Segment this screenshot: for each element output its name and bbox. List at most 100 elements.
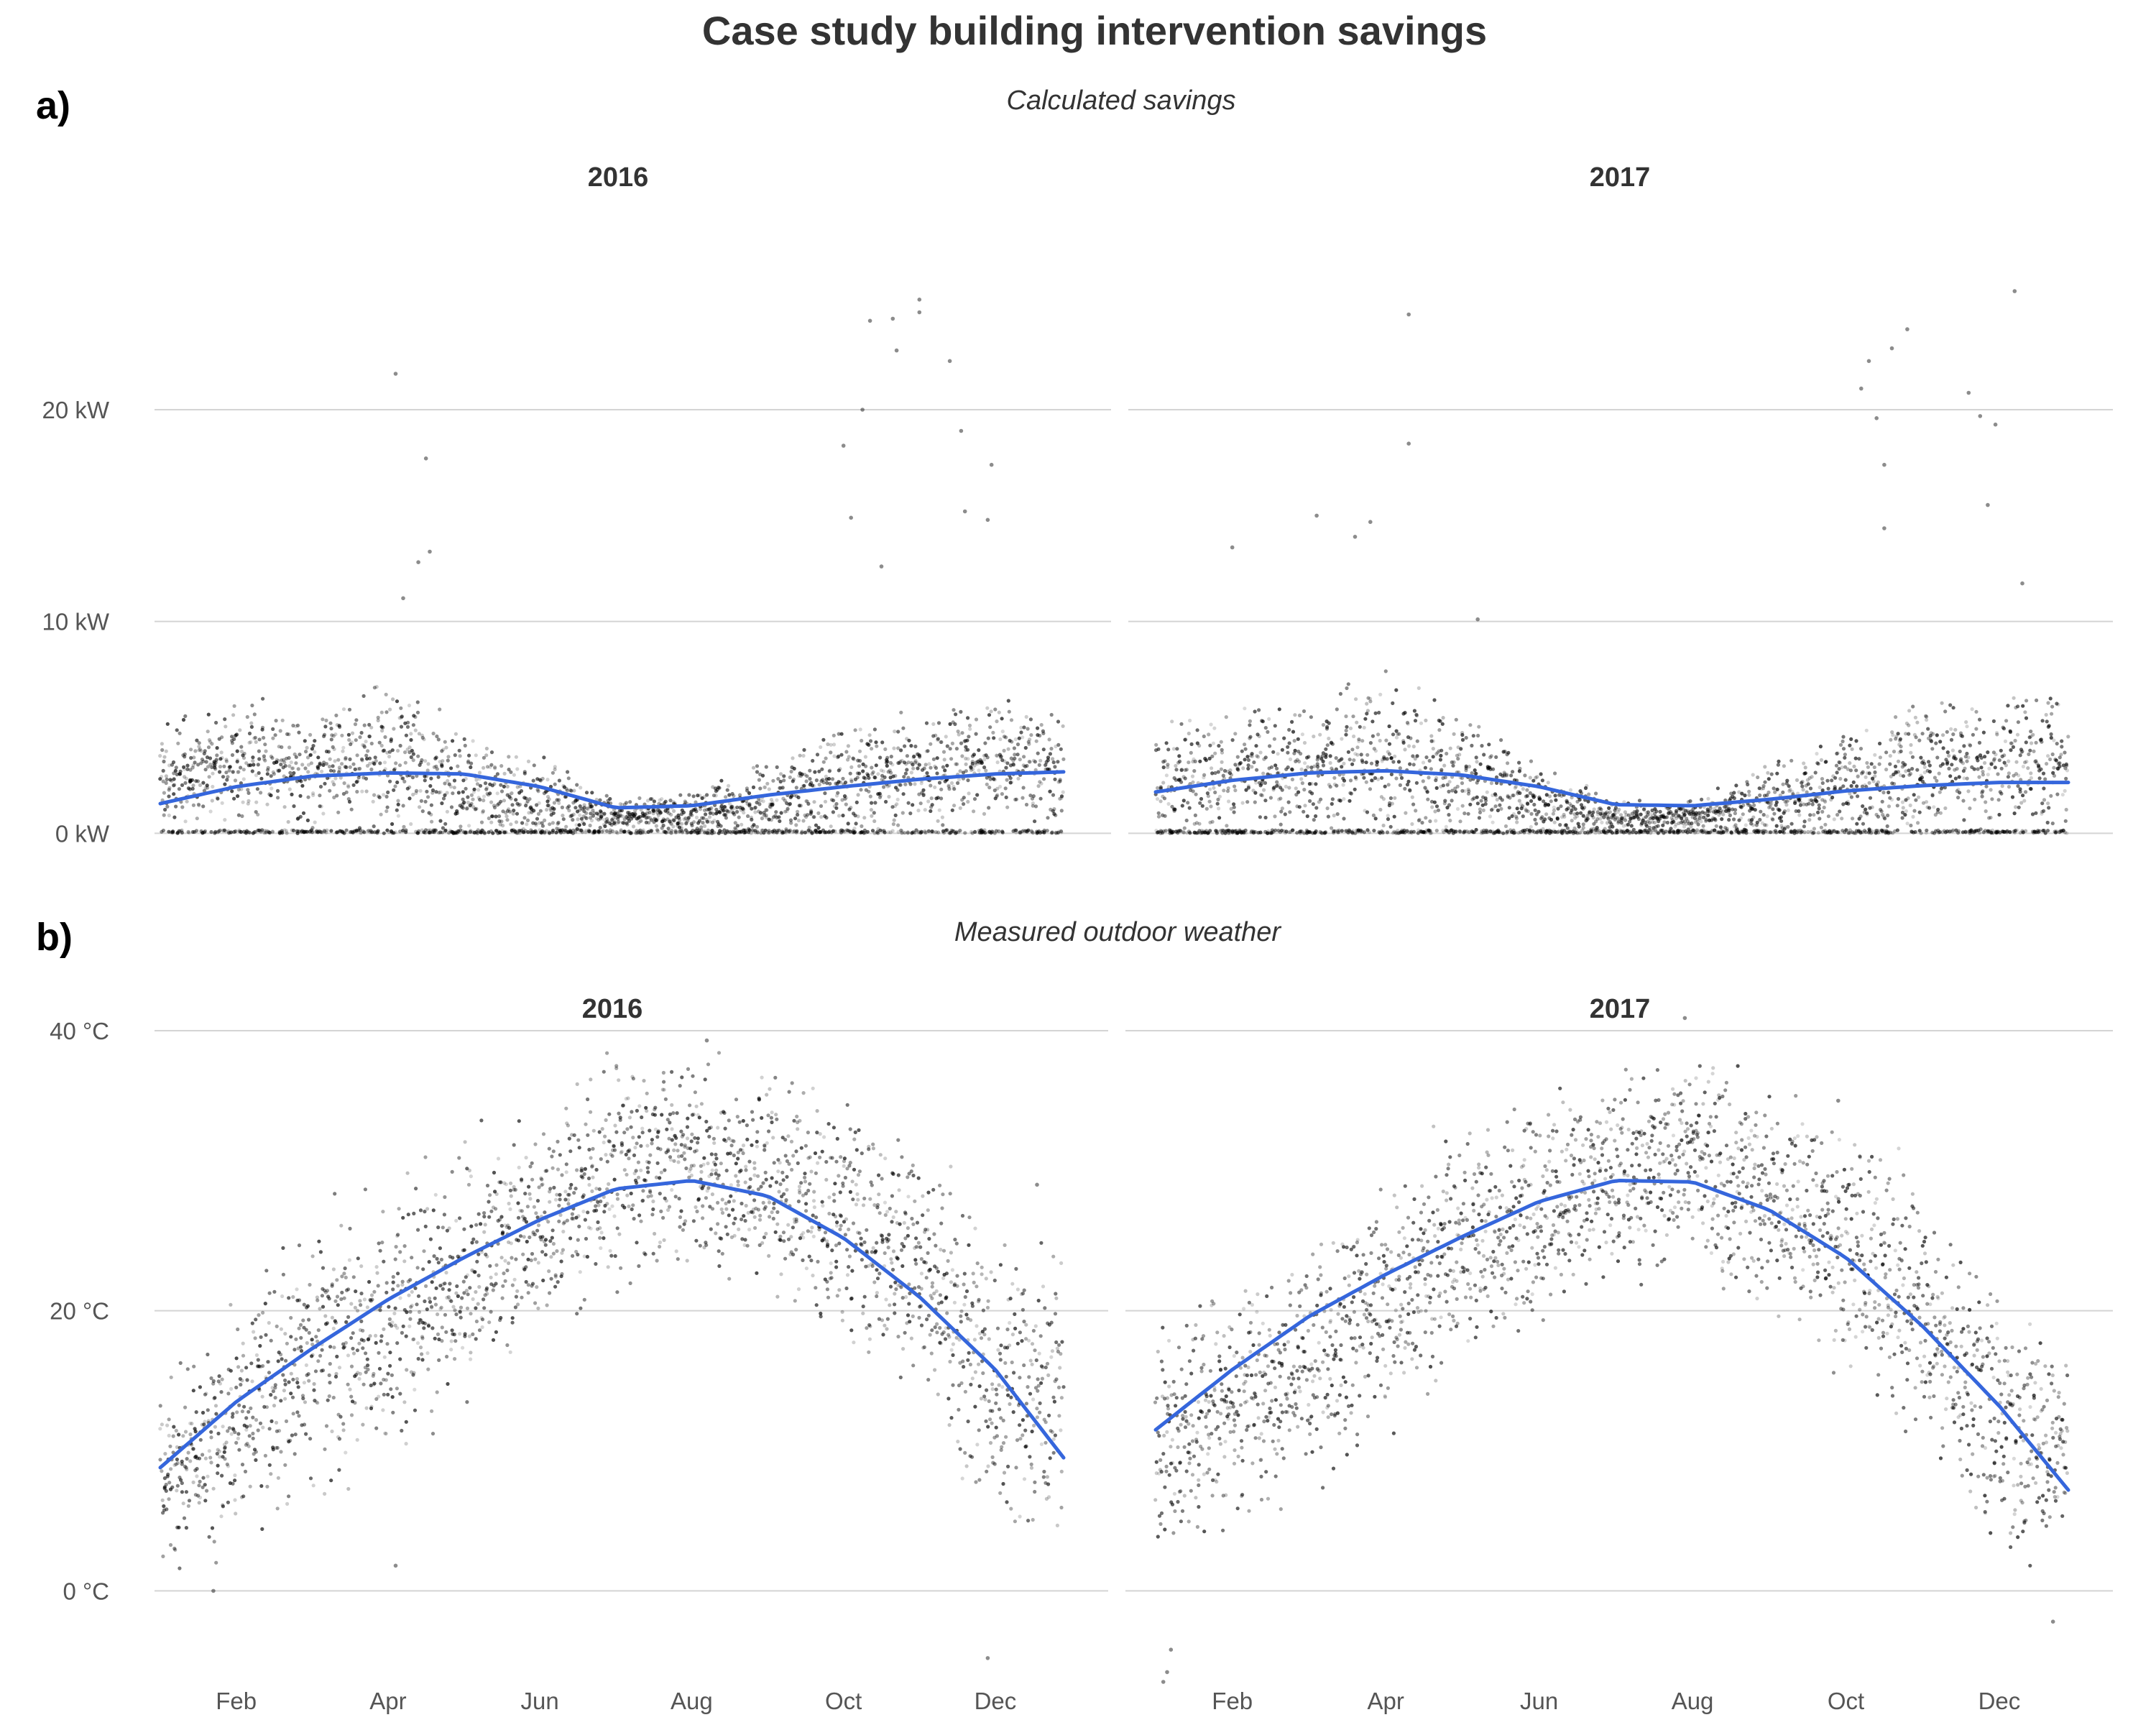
- data-point: [1161, 765, 1166, 770]
- data-point: [1948, 703, 1953, 707]
- data-point: [194, 829, 198, 833]
- data-point: [340, 733, 344, 737]
- data-point: [1154, 742, 1158, 747]
- data-point: [693, 829, 697, 834]
- data-point: [1225, 824, 1229, 828]
- data-point: [324, 830, 328, 834]
- data-point: [1163, 814, 1167, 818]
- data-point: [1868, 796, 1873, 800]
- data-point: [344, 765, 349, 770]
- data-point: [939, 787, 944, 791]
- data-point: [604, 794, 609, 798]
- data-point: [275, 788, 280, 793]
- data-point: [441, 748, 446, 752]
- data-point: [563, 795, 568, 799]
- data-point: [1010, 740, 1014, 744]
- data-point: [229, 830, 233, 834]
- data-point: [1290, 768, 1294, 772]
- data-point: [463, 743, 467, 748]
- data-point: [370, 830, 374, 834]
- data-point: [985, 706, 990, 710]
- data-point: [570, 814, 574, 818]
- data-point: [1775, 771, 1779, 776]
- data-point: [821, 778, 825, 782]
- data-point: [1637, 799, 1642, 803]
- data-point: [1173, 807, 1177, 811]
- data-point: [902, 775, 906, 779]
- data-point: [677, 821, 681, 825]
- data-point: [545, 794, 550, 799]
- data-point: [604, 816, 609, 821]
- data-point: [469, 829, 473, 833]
- data-point: [482, 755, 487, 760]
- data-point: [1219, 740, 1223, 744]
- data-point: [1930, 747, 1935, 751]
- data-point: [593, 829, 597, 833]
- data-point: [1506, 761, 1510, 765]
- data-point: [921, 788, 926, 792]
- data-point: [372, 793, 377, 797]
- data-point: [322, 734, 326, 738]
- data-point: [1896, 759, 1901, 763]
- data-point: [499, 819, 504, 824]
- data-point: [1212, 786, 1216, 790]
- data-point: [1883, 816, 1887, 821]
- data-point: [407, 703, 412, 708]
- data-point: [997, 710, 1001, 714]
- panel-b-letter: b): [36, 916, 73, 959]
- data-point: [862, 828, 867, 832]
- data-point: [936, 819, 940, 823]
- data-point: [1314, 829, 1318, 834]
- data-point: [300, 783, 305, 788]
- data-point: [1190, 774, 1195, 778]
- data-point: [1184, 768, 1189, 772]
- data-point: [390, 822, 395, 827]
- data-point: [722, 804, 727, 809]
- data-point: [1224, 715, 1228, 719]
- data-point: [1342, 816, 1346, 821]
- data-point: [604, 829, 609, 833]
- data-point: [745, 786, 749, 791]
- data-point: [353, 722, 358, 727]
- data-point: [1186, 801, 1190, 805]
- data-point: [321, 717, 325, 722]
- data-point: [1865, 760, 1869, 765]
- data-point: [1581, 822, 1585, 827]
- data-point: [340, 762, 344, 766]
- data-point: [867, 789, 871, 794]
- data-point: [680, 812, 684, 816]
- data-point: [1328, 754, 1332, 758]
- data-point: [783, 829, 787, 834]
- data-point: [1179, 780, 1184, 784]
- data-point: [1381, 823, 1386, 828]
- data-point: [1447, 813, 1451, 817]
- data-point: [1922, 765, 1927, 769]
- data-point: [365, 757, 369, 761]
- data-point: [728, 829, 732, 834]
- data-point: [383, 767, 387, 771]
- data-point: [1802, 824, 1806, 829]
- data-point: [1428, 819, 1432, 824]
- data-point: [323, 781, 327, 786]
- data-point: [1197, 743, 1202, 748]
- data-point: [1968, 743, 1973, 748]
- data-point: [911, 763, 915, 767]
- data-point: [1376, 777, 1381, 781]
- data-point: [937, 781, 942, 785]
- data-point: [513, 829, 517, 834]
- data-point: [1245, 755, 1250, 759]
- data-point: [1751, 815, 1756, 819]
- data-point: [619, 829, 623, 834]
- data-point: [538, 809, 543, 813]
- data-point: [249, 740, 253, 745]
- data-point: [206, 786, 210, 790]
- data-point: [1700, 797, 1704, 801]
- data-point: [1438, 758, 1442, 762]
- data-point: [441, 796, 446, 801]
- data-point: [933, 785, 937, 789]
- data-point: [1397, 732, 1401, 736]
- data-point: [923, 808, 927, 812]
- data-point: [802, 748, 806, 752]
- data-point: [576, 817, 580, 822]
- data-point: [379, 724, 384, 729]
